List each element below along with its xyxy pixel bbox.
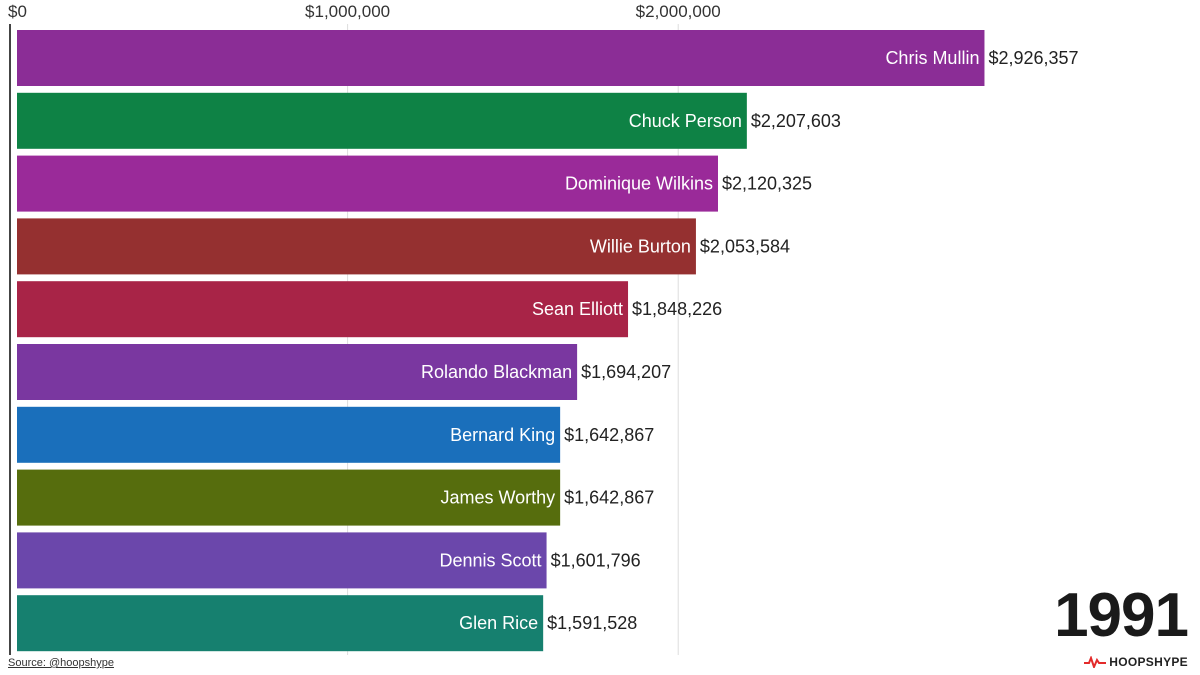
- bar-category-label: Dennis Scott: [440, 550, 542, 570]
- heartbeat-icon: [1084, 656, 1107, 668]
- bar-value-label: $1,642,867: [564, 425, 654, 445]
- bar-value-label: $1,591,528: [547, 613, 637, 633]
- source-link[interactable]: Source: @hoopshype: [8, 657, 114, 669]
- x-tick-label: $0: [8, 2, 27, 21]
- bar-value-label: $1,601,796: [551, 550, 641, 570]
- logo-text: HOOPSHYPE: [1109, 655, 1188, 669]
- bar-category-label: Bernard King: [450, 425, 555, 445]
- bar-value-label: $1,642,867: [564, 488, 654, 508]
- bar-category-label: Chuck Person: [629, 111, 742, 131]
- x-tick-label: $1,000,000: [305, 2, 390, 21]
- bar-value-label: $1,848,226: [632, 299, 722, 319]
- bar: [17, 406, 561, 463]
- bar-category-label: Willie Burton: [590, 236, 691, 256]
- bar-category-label: Dominique Wilkins: [565, 174, 713, 194]
- bar: [17, 155, 718, 212]
- bar: [17, 218, 696, 275]
- bar-category-label: Rolando Blackman: [421, 362, 572, 382]
- bar-category-label: James Worthy: [440, 488, 555, 508]
- bar: [17, 30, 985, 86]
- bar-value-label: $1,694,207: [581, 362, 671, 382]
- bar-value-label: $2,926,357: [988, 48, 1078, 68]
- bar-value-label: $2,120,325: [722, 174, 812, 194]
- bar: [17, 344, 578, 400]
- bar: [17, 469, 561, 526]
- bar: [17, 281, 629, 338]
- x-tick-label: $2,000,000: [636, 2, 721, 21]
- hoopshype-logo: HOOPSHYPE: [1084, 655, 1188, 669]
- bars: Chris Mullin $2,926,357 Chuck Person $2,207…: [17, 30, 1079, 652]
- year-label: 1991: [1054, 581, 1189, 650]
- bar: [17, 92, 747, 149]
- bar-value-label: $2,053,584: [700, 236, 790, 256]
- bar-category-label: Glen Rice: [459, 613, 538, 633]
- bar: [17, 595, 544, 652]
- bar-category-label: Chris Mullin: [885, 48, 979, 68]
- bar-category-label: Sean Elliott: [532, 299, 623, 319]
- bar-value-label: $2,207,603: [751, 111, 841, 131]
- bar: [17, 532, 547, 589]
